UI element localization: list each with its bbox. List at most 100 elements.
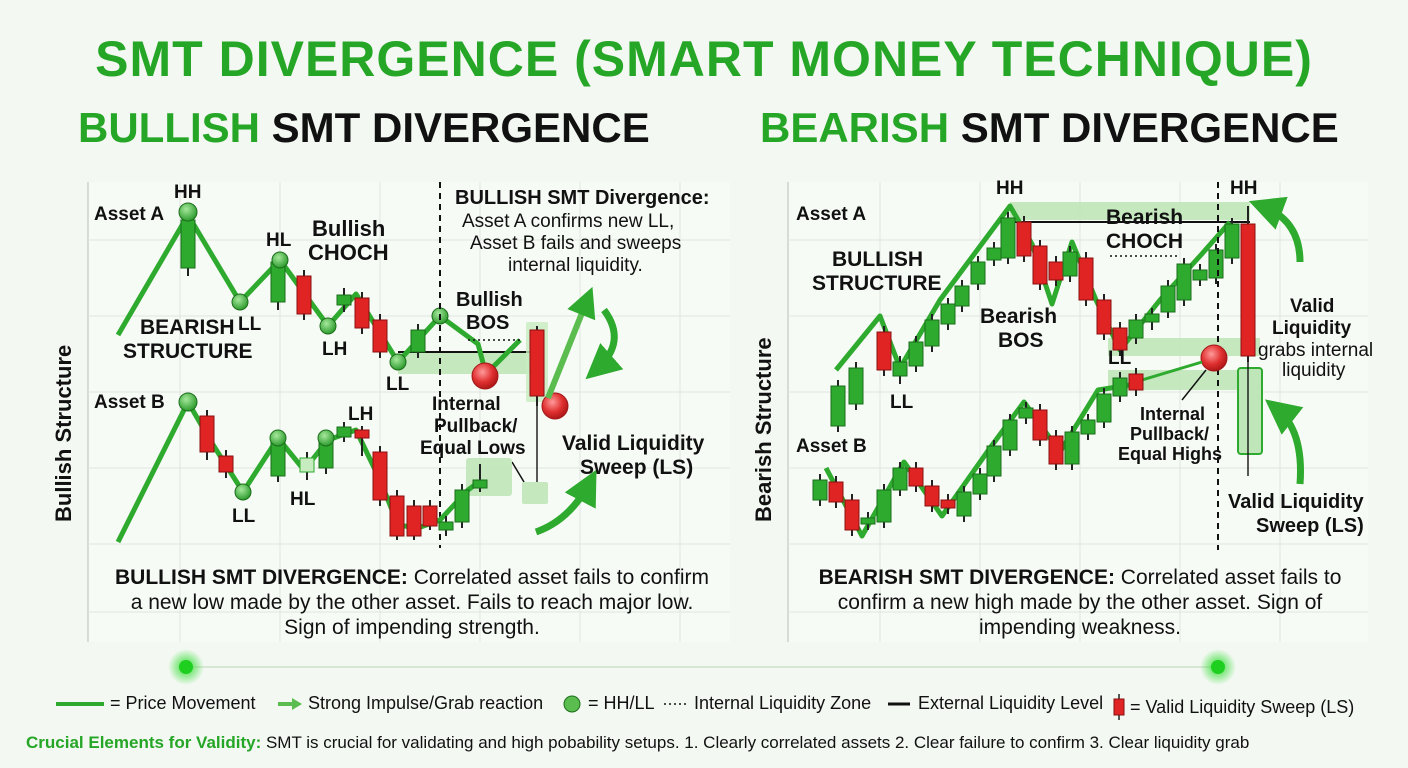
bullish-b-ll-marker xyxy=(234,483,252,501)
bullish-impulse-arrow xyxy=(545,286,596,400)
legend-sweep: = Valid Liquidity Sweep (LS) xyxy=(1112,693,1354,721)
bullish-sweep-ball-1 xyxy=(471,362,499,390)
bearish-bos-label-2: BOS xyxy=(998,329,1044,352)
red-candle-icon xyxy=(1113,694,1125,720)
bearish-pullback-label-1: Internal xyxy=(1140,404,1205,424)
legend-price-label: = Price Movement xyxy=(110,693,256,713)
legend-internal-zone: Internal Liquidity Zone xyxy=(664,693,871,714)
bullish-b-lh-label: LH xyxy=(348,404,373,425)
bullish-pullback-label-3: Equal Lows xyxy=(420,438,526,459)
bearish-hh-label-2: HH xyxy=(1230,178,1257,199)
legend: = Price Movement Strong Impulse/Grab rea… xyxy=(0,693,1408,721)
bullish-note-head: BULLISH SMT Divergence: xyxy=(455,187,709,209)
bullish-title-accent: BULLISH xyxy=(78,104,260,151)
bullish-panel: Bullish Structure xyxy=(51,182,730,642)
bullish-ll-marker-2 xyxy=(389,353,407,371)
bearish-sweep-label-2: Sweep (LS) xyxy=(1256,515,1364,537)
main-title: SMT DIVERGENCE (SMART MONEY TECHNIQUE) xyxy=(95,31,1313,87)
bullish-desc-body: Correlated asset fails to confirm a new … xyxy=(130,566,709,639)
bearish-panel: Bearish Structure xyxy=(751,178,1373,642)
bearish-sweep-label-1: Valid Liquidity xyxy=(1228,491,1364,513)
bearish-bos-label-1: Bearish xyxy=(980,305,1057,328)
bullish-hh-marker xyxy=(178,202,198,222)
bearish-choch-label-1: Bearish xyxy=(1106,206,1183,229)
bullish-hl-label: HL xyxy=(266,230,292,251)
bearish-choch-label-2: CHOCH xyxy=(1106,230,1183,253)
bullish-bos-label-2: BOS xyxy=(466,312,509,334)
bearish-description: BEARISH SMT DIVERGENCE: Correlated asset… xyxy=(800,565,1360,640)
bearish-valid-label-4: liquidity xyxy=(1282,360,1346,381)
bullish-b-zone xyxy=(466,458,512,496)
footer-head: Crucial Elements for Validity: xyxy=(26,733,262,752)
legend-impulse-label: Strong Impulse/Grab reaction xyxy=(308,693,544,713)
bullish-sweep-ball-2 xyxy=(541,392,569,420)
bearish-b-zone xyxy=(1108,370,1260,390)
bullish-b-peak-marker xyxy=(178,392,198,412)
bullish-asset-a-line xyxy=(115,212,522,377)
legend-sweep-label: = Valid Liquidity Sweep (LS) xyxy=(1130,696,1355,717)
timeline-dot-right-core xyxy=(1211,660,1225,674)
timeline-dot-left-core xyxy=(179,660,193,674)
bearish-ll-label-b: LL xyxy=(890,392,914,413)
bullish-sweep-arrow xyxy=(534,469,597,536)
bullish-side-label: Bullish Structure xyxy=(51,345,76,522)
solid-line-icon xyxy=(888,702,910,705)
bearish-structure-label-1: BULLISH xyxy=(832,248,923,271)
bearish-valid-label-2: Liquidity xyxy=(1272,318,1352,339)
bullish-pullback-pointer xyxy=(511,461,525,483)
legend-external-level: External Liquidity Level xyxy=(888,693,1103,714)
bearish-desc-body: Correlated asset fails to confirm a new … xyxy=(837,566,1342,639)
bearish-asset-b-label: Asset B xyxy=(796,436,867,457)
bullish-b-ll-label: LL xyxy=(232,506,256,527)
bullish-asset-a-label: Asset A xyxy=(94,204,164,225)
bullish-b-hl-marker xyxy=(269,429,287,447)
bearish-asset-a-candles xyxy=(830,206,1256,432)
bullish-description: BULLISH SMT DIVERGENCE: Correlated asset… xyxy=(112,565,712,640)
bearish-sweep-ball xyxy=(1200,344,1228,372)
bullish-note-line3: internal liquidity. xyxy=(508,255,643,276)
bearish-valid-label-1: Valid xyxy=(1290,296,1334,317)
legend-external-label: External Liquidity Level xyxy=(918,693,1104,713)
bullish-title-rest: SMT DIVERGENCE xyxy=(260,104,650,151)
impulse-arrow-icon xyxy=(278,697,302,710)
bearish-bottom-arrow xyxy=(1264,399,1304,485)
bullish-sweep-label-1: Valid Liquidity xyxy=(562,432,705,455)
bullish-asset-a-candles xyxy=(180,212,426,358)
bullish-note-line1: Asset A confirms new LL, xyxy=(462,211,674,232)
price-line-icon xyxy=(56,701,104,706)
bullish-reaction-arrow xyxy=(585,307,624,380)
bullish-sweep-label-2: Sweep (LS) xyxy=(580,456,693,479)
legend-impulse: Strong Impulse/Grab reaction xyxy=(276,693,543,714)
bullish-sweep-candle xyxy=(529,329,545,397)
bullish-ll-label-1: LL xyxy=(238,314,262,335)
legend-price-movement: = Price Movement xyxy=(54,693,256,714)
bearish-sweep-bar xyxy=(1237,367,1263,455)
bullish-choch-label-2: CHOCH xyxy=(308,240,389,265)
bearish-title: BEARISH SMT DIVERGENCE xyxy=(760,104,1339,152)
bearish-asset-b-candles xyxy=(812,368,1144,536)
bearish-title-accent: BEARISH xyxy=(760,104,950,151)
legend-hhll-label: = HH/LL xyxy=(588,693,655,713)
bullish-ll-marker-1 xyxy=(231,293,249,311)
bullish-note-line2: Asset B fails and sweeps xyxy=(470,233,681,254)
bearish-pullback-label-3: Equal Highs xyxy=(1118,444,1222,464)
bearish-top-zone xyxy=(1010,202,1250,220)
bearish-ll-label-a: LL xyxy=(1108,348,1132,369)
bearish-top-arrow xyxy=(1248,196,1304,263)
bullish-b-lh-marker xyxy=(317,429,335,447)
bullish-structure-label-2: STRUCTURE xyxy=(123,340,253,363)
footer-body: SMT is crucial for validating and high p… xyxy=(261,733,1250,752)
bearish-side-label: Bearish Structure xyxy=(751,337,776,522)
bearish-hh-label-1: HH xyxy=(996,178,1023,199)
dotted-line-icon xyxy=(664,702,688,705)
bullish-pullback-label-1: Internal xyxy=(432,394,501,415)
bullish-choch-label-1: Bullish xyxy=(312,216,385,241)
footer: Crucial Elements for Validity: SMT is cr… xyxy=(26,733,1249,753)
bearish-pullback-pointer xyxy=(1181,369,1207,401)
bullish-b-hl-label: HL xyxy=(290,489,316,510)
bearish-desc-head: BEARISH SMT DIVERGENCE: xyxy=(818,566,1115,589)
bullish-b-sweep-zone xyxy=(522,482,548,504)
bullish-bos-label-1: Bullish xyxy=(456,289,523,311)
bullish-lh-label: LH xyxy=(322,339,347,360)
